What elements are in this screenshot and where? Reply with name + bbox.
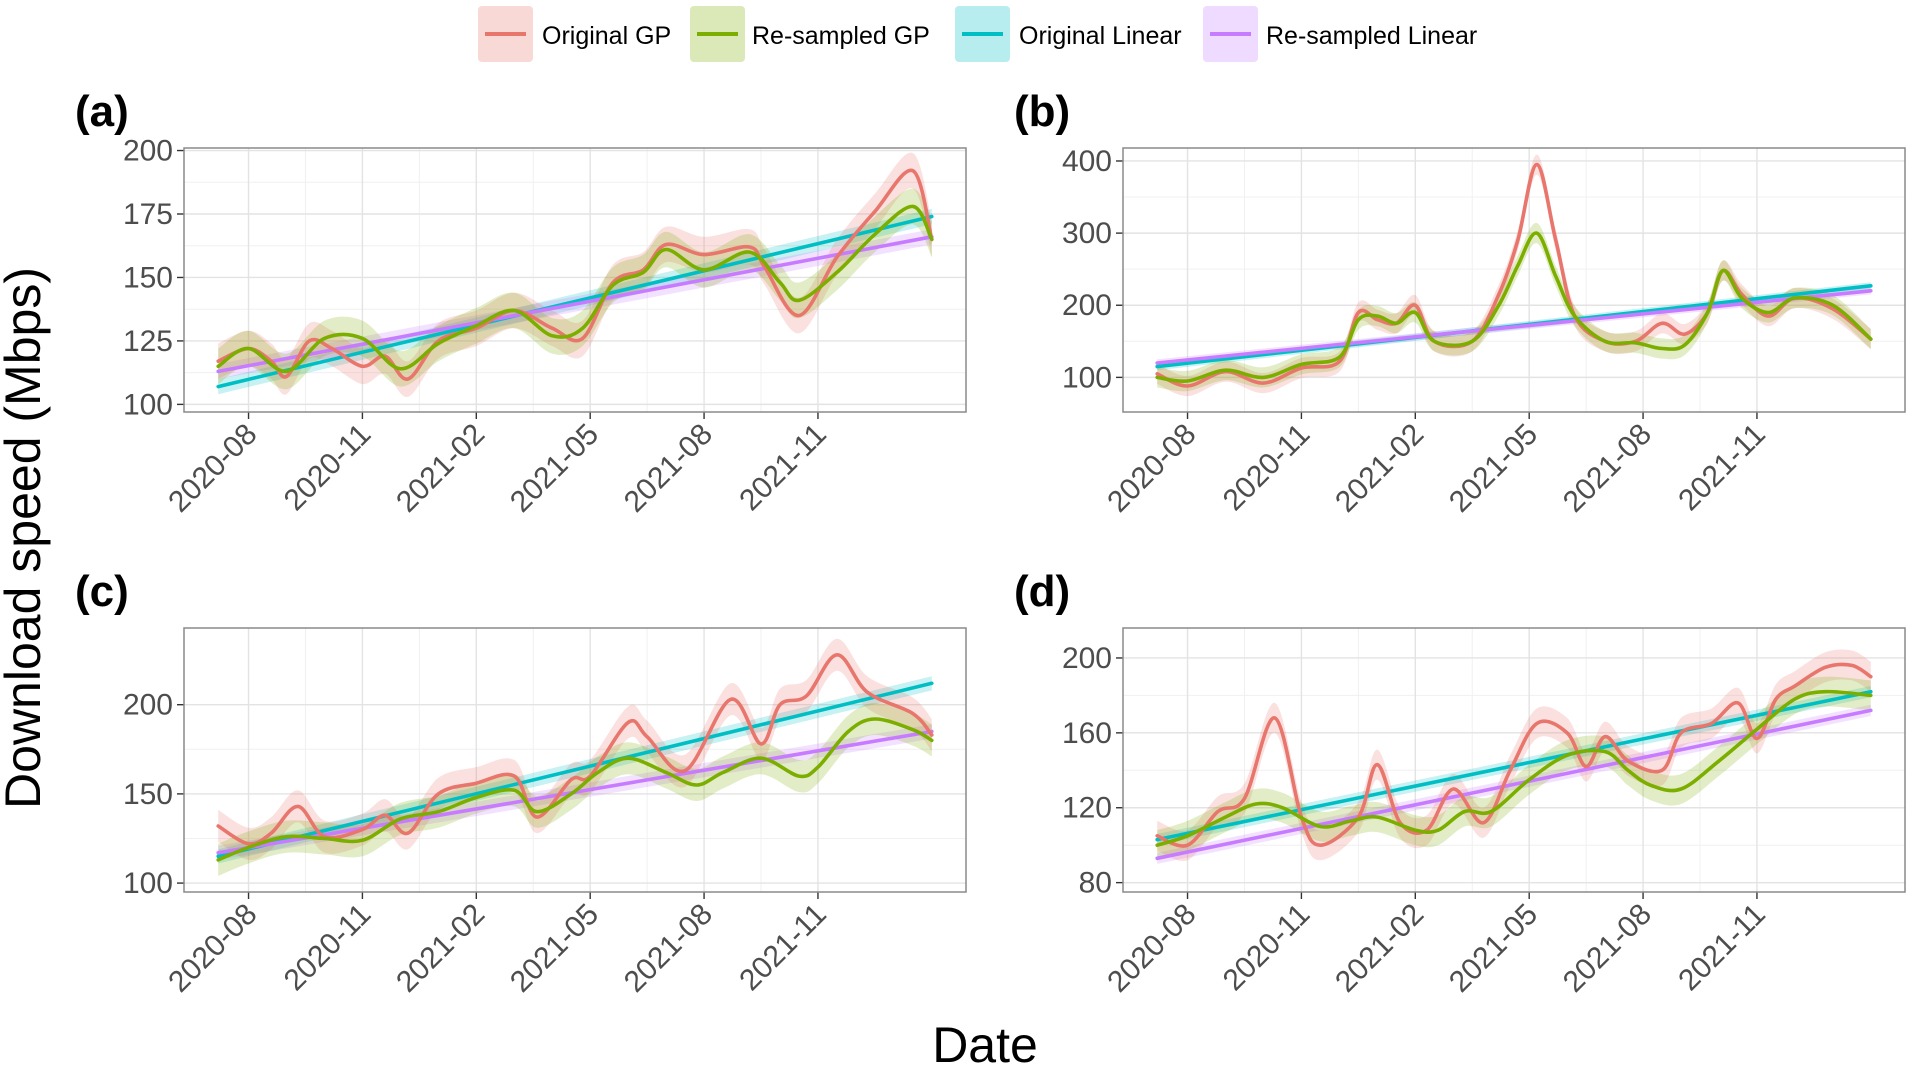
x-tick-label: 2021-05	[504, 418, 605, 519]
series-line-re-sampled-gp[interactable]	[1155, 689, 1873, 847]
legend-label: Original GP	[542, 22, 671, 50]
legend-item-original-gp[interactable]: Original GP	[478, 6, 671, 62]
y-tick-label: 175	[123, 198, 173, 231]
x-tick-label: 2021-02	[1329, 418, 1430, 519]
panel-label: (c)	[75, 567, 129, 616]
legend-item-resampled-gp[interactable]: Re-sampled GP	[690, 6, 930, 62]
legend-item-original-linear[interactable]: Original Linear	[955, 6, 1182, 62]
confidence-band-re-sampled-gp	[218, 188, 932, 390]
series-line-original-gp[interactable]	[216, 168, 934, 381]
x-tick-label: 2021-02	[390, 898, 491, 999]
x-tick-label: 2020-08	[162, 418, 263, 519]
x-tick-label: 2021-11	[1672, 898, 1772, 998]
x-tick-label: 2021-08	[1557, 898, 1658, 999]
panel-d: 2020-08 2020-11 2021-02 2021-05 2021-08 2021-…	[1014, 567, 1906, 999]
legend-label: Re-sampled GP	[752, 22, 930, 50]
series-line-re-sampled-linear[interactable]	[216, 235, 934, 374]
y-tick-label: 100	[123, 388, 173, 421]
x-tick-label: 2021-08	[618, 418, 719, 519]
panel-border	[183, 627, 967, 893]
confidence-band-re-sampled-gp	[1157, 676, 1871, 861]
y-tick-label: 200	[1062, 289, 1112, 322]
x-tick-label: 2021-11	[733, 898, 833, 998]
x-tick-label: 2020-08	[1101, 898, 1202, 999]
legend: Original GP Re-sampled GP Original Linea…	[478, 6, 1477, 62]
panel-label: (a)	[75, 87, 129, 136]
series-line-re-sampled-gp[interactable]	[216, 204, 934, 374]
confidence-band-original-gp	[1157, 649, 1871, 862]
panel-c: 2020-08 2020-11 2021-02 2021-05 2021-08 2021-…	[75, 567, 967, 999]
panel-border	[1122, 627, 1906, 893]
legend-item-resampled-linear[interactable]: Re-sampled Linear	[1203, 6, 1477, 62]
series-line-original-linear[interactable]	[216, 681, 934, 859]
panel-b: 2020-08 2020-11 2021-02 2021-05 2021-08 2021-…	[1014, 87, 1906, 519]
panel-label: (d)	[1014, 567, 1070, 616]
y-tick-label: 80	[1079, 867, 1112, 900]
x-tick-label: 2021-11	[733, 418, 833, 518]
x-tick-label: 2021-05	[504, 898, 605, 999]
y-tick-label: 150	[123, 778, 173, 811]
y-tick-label: 200	[123, 689, 173, 722]
legend-label: Original Linear	[1019, 22, 1182, 50]
panel-label: (b)	[1014, 87, 1070, 136]
y-tick-label: 120	[1062, 792, 1112, 825]
x-tick-label: 2020-11	[1217, 898, 1317, 998]
y-tick-label: 125	[123, 325, 173, 358]
confidence-band-re-sampled-gp	[1157, 222, 1871, 392]
x-tick-label: 2020-08	[162, 898, 263, 999]
legend-label: Re-sampled Linear	[1266, 22, 1477, 50]
series-line-re-sampled-gp[interactable]	[1155, 231, 1873, 384]
x-tick-label: 2021-08	[618, 898, 719, 999]
panel-a: 2020-08 2020-11 2021-02 2021-05 2021-08 2021-…	[75, 87, 967, 519]
x-tick-label: 2020-11	[278, 898, 378, 998]
plot-area	[184, 148, 966, 412]
x-axis-title: Date	[932, 1017, 1038, 1066]
plot-area	[184, 628, 966, 892]
x-tick-label: 2021-11	[1672, 418, 1772, 518]
y-tick-label: 100	[1062, 361, 1112, 394]
y-tick-label: 150	[123, 261, 173, 294]
x-tick-label: 2021-05	[1443, 418, 1544, 519]
x-tick-label: 2020-11	[278, 418, 378, 518]
x-tick-label: 2021-08	[1557, 418, 1658, 519]
panel-border	[183, 147, 967, 413]
y-tick-label: 200	[123, 135, 173, 168]
series-line-re-sampled-gp[interactable]	[216, 717, 934, 862]
panel-border	[1122, 147, 1906, 413]
x-tick-label: 2021-05	[1443, 898, 1544, 999]
x-tick-label: 2021-02	[1329, 898, 1430, 999]
y-tick-label: 100	[123, 867, 173, 900]
x-tick-label: 2020-08	[1101, 418, 1202, 519]
series-line-original-gp[interactable]	[1155, 662, 1873, 848]
x-tick-label: 2020-11	[1217, 418, 1317, 518]
y-axis-title: Download speed (Mbps)	[0, 267, 51, 809]
y-tick-label: 160	[1062, 717, 1112, 750]
y-tick-label: 200	[1062, 642, 1112, 675]
y-tick-label: 300	[1062, 217, 1112, 250]
y-tick-label: 400	[1062, 145, 1112, 178]
series-line-original-linear[interactable]	[216, 214, 934, 389]
plot-area	[1123, 148, 1905, 412]
x-tick-label: 2021-02	[390, 418, 491, 519]
